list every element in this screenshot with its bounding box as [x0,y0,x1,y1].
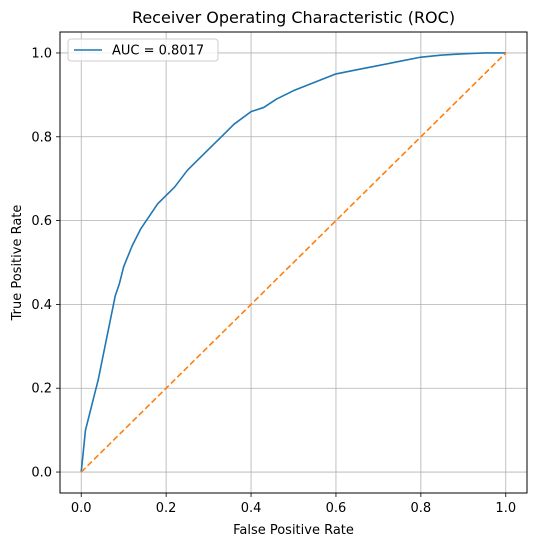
y-tick-label: 0.8 [31,130,52,145]
legend-label: AUC = 0.8017 [112,44,204,59]
y-tick-label: 1.0 [31,46,52,61]
legend: AUC = 0.8017 [67,38,219,62]
x-tick-label: 0.6 [326,501,347,516]
x-tick-label: 0.4 [241,501,262,516]
series-group [80,52,507,473]
x-tick-label: 0.0 [71,501,92,516]
chance-diagonal-line [80,52,507,473]
y-tick-label: 0.2 [31,382,52,397]
plot-frame [59,31,528,494]
x-axis-label: False Positive Rate [233,523,354,538]
chart-title: Receiver Operating Characteristic (ROC) [132,8,455,27]
y-axis-label: True Positive Rate [10,205,25,322]
y-tick-label: 0.6 [31,214,52,229]
roc-curve-line [80,52,506,473]
legend-box [67,38,219,62]
x-tick-label: 0.8 [411,501,432,516]
y-tick-label: 0.0 [31,466,52,481]
ticks: 0.0 0.2 0.4 0.6 0.8 1.0 0.0 0.2 0.4 0.6 0.8 1.0 [31,46,516,516]
x-tick-label: 1.0 [495,501,516,516]
y-tick-label: 0.4 [31,298,52,313]
x-tick-label: 0.2 [156,501,177,516]
